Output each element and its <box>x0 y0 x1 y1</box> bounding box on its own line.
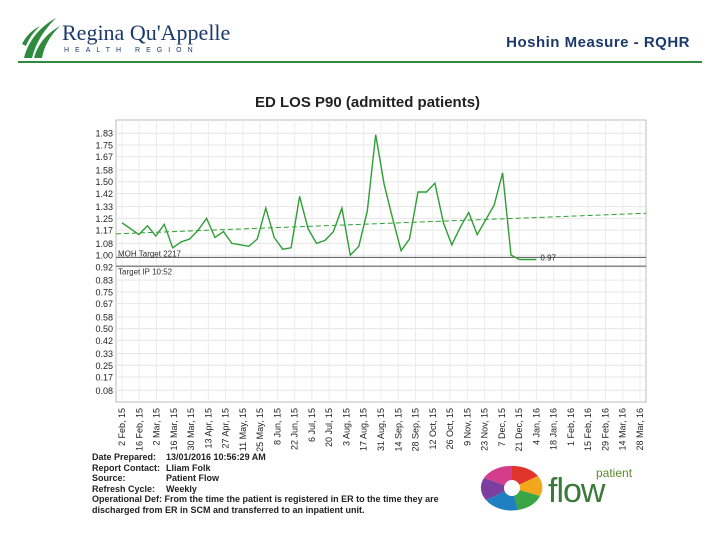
x-tick-label: 28 Sep, 15 <box>411 408 421 452</box>
x-tick-label: 15 Feb, 16 <box>583 408 593 451</box>
y-tick-label: 1.75 <box>95 140 113 150</box>
y-tick-label: 0.83 <box>95 276 113 286</box>
logo-subtitle: HEALTH REGION <box>64 47 199 54</box>
x-tick-label: 29 Feb, 16 <box>600 408 610 451</box>
source-label: Source: <box>92 473 126 483</box>
report-info: Date Prepared: 13/01/2016 10:56:29 AM Re… <box>92 452 452 515</box>
x-tick-label: 26 Oct, 15 <box>445 408 455 450</box>
x-tick-label: 16 Feb, 15 <box>134 408 144 451</box>
x-tick-label: 6 Jul, 15 <box>307 408 317 442</box>
x-tick-label: 28 Mar, 16 <box>635 408 645 451</box>
patient-flow-wheel-icon <box>480 465 543 511</box>
y-tick-label: 1.83 <box>95 129 113 139</box>
x-tick-label: 14 Sep, 15 <box>393 408 403 452</box>
report-contact-value: Lliam Folk <box>166 462 211 473</box>
x-tick-label: 20 Jul, 15 <box>324 408 334 447</box>
y-tick-label: 0.92 <box>95 262 113 272</box>
x-tick-label: 3 Aug, 15 <box>341 408 351 446</box>
y-tick-label: 0.67 <box>95 299 113 309</box>
date-prepared-label: Date Prepared: <box>92 452 157 462</box>
patient-flow-word-patient: patient <box>596 466 633 480</box>
y-tick-label: 0.58 <box>95 312 113 322</box>
y-tick-label: 1.33 <box>95 202 113 212</box>
reference-line-label: MOH Target 2217 <box>118 249 182 258</box>
x-tick-label: 31 Aug, 15 <box>376 408 386 451</box>
x-tick-label: 17 Aug, 15 <box>359 408 369 451</box>
logo-name: Regina Qu'Appelle <box>62 20 231 45</box>
slide-header: Regina Qu'Appelle HEALTH REGION Hoshin M… <box>0 0 720 68</box>
y-tick-label: 0.33 <box>95 349 113 359</box>
y-tick-label: 1.08 <box>95 239 113 249</box>
x-tick-label: 18 Jan, 16 <box>549 408 559 450</box>
x-tick-label: 22 Jun, 15 <box>290 408 300 450</box>
date-prepared-value: 13/01/2016 10:56:29 AM <box>166 452 266 462</box>
source-value: Patient Flow <box>166 473 220 483</box>
series-line <box>121 134 537 261</box>
x-tick-label: 8 Jun, 15 <box>272 408 282 445</box>
y-tick-label: 1.67 <box>95 152 113 162</box>
trend-line <box>115 212 647 235</box>
x-tick-label: 11 May, 15 <box>238 408 248 451</box>
y-tick-label: 1.25 <box>95 214 113 224</box>
slide-title: Hoshin Measure - RQHR <box>506 34 690 51</box>
operational-def-value: From the time the patient is registered … <box>92 494 439 515</box>
x-tick-label: 30 Mar, 15 <box>186 408 196 451</box>
x-tick-label: 2 Mar, 15 <box>152 408 162 446</box>
x-tick-label: 4 Jan, 16 <box>531 408 541 445</box>
x-tick-label: 9 Nov, 15 <box>462 408 472 446</box>
x-tick-label: 2 Feb, 15 <box>117 408 127 446</box>
rqhr-logo: Regina Qu'Appelle HEALTH REGION <box>20 14 230 60</box>
chart-title: ED LOS P90 (admitted patients) <box>255 94 481 111</box>
x-tick-label: 1 Feb, 16 <box>566 408 576 446</box>
refresh-cycle-value: Weekly <box>166 483 197 494</box>
y-tick-label: 0.08 <box>95 386 113 396</box>
x-tick-label: 16 Mar, 15 <box>169 408 179 451</box>
y-tick-label: 0.42 <box>95 336 113 346</box>
patient-flow-logo <box>478 458 638 514</box>
reference-line-label: Target IP 10:52 <box>118 268 173 277</box>
x-tick-label: 21 Dec, 15 <box>514 408 524 452</box>
x-tick-label: 13 Apr, 15 <box>203 408 213 449</box>
x-tick-label: 25 May, 15 <box>255 408 265 452</box>
x-tick-label: 23 Nov, 15 <box>480 408 490 451</box>
y-tick-label: 0.50 <box>95 324 113 334</box>
y-tick-label: 1.00 <box>95 251 113 261</box>
last-value-label: 0.97 <box>540 254 556 263</box>
operational-def-label: Operational Def: <box>92 494 163 504</box>
x-tick-label: 27 Apr, 15 <box>221 408 231 449</box>
y-tick-label: 0.17 <box>95 373 113 383</box>
refresh-cycle-label: Refresh Cycle: <box>92 483 156 494</box>
header-divider <box>18 61 702 63</box>
rqhr-swoosh-icon <box>22 18 60 58</box>
x-tick-label: 7 Dec, 15 <box>497 408 507 447</box>
y-tick-label: 1.42 <box>95 189 113 199</box>
x-tick-label: 12 Oct, 15 <box>428 408 438 450</box>
y-tick-label: 0.25 <box>95 361 113 371</box>
x-tick-label: 14 Mar, 16 <box>618 408 628 451</box>
y-tick-label: 1.17 <box>95 226 113 236</box>
y-tick-label: 1.58 <box>95 165 113 175</box>
y-tick-label: 0.75 <box>95 287 113 297</box>
report-contact-label: Report Contact: <box>92 462 160 473</box>
line-chart: 1.831.75 1.67 1.58 1.50 1.42 1.33 1.25 1.17 1.08… <box>95 119 647 452</box>
patient-flow-word-flow: flow <box>548 472 605 510</box>
y-tick-label: 1.50 <box>95 177 113 187</box>
